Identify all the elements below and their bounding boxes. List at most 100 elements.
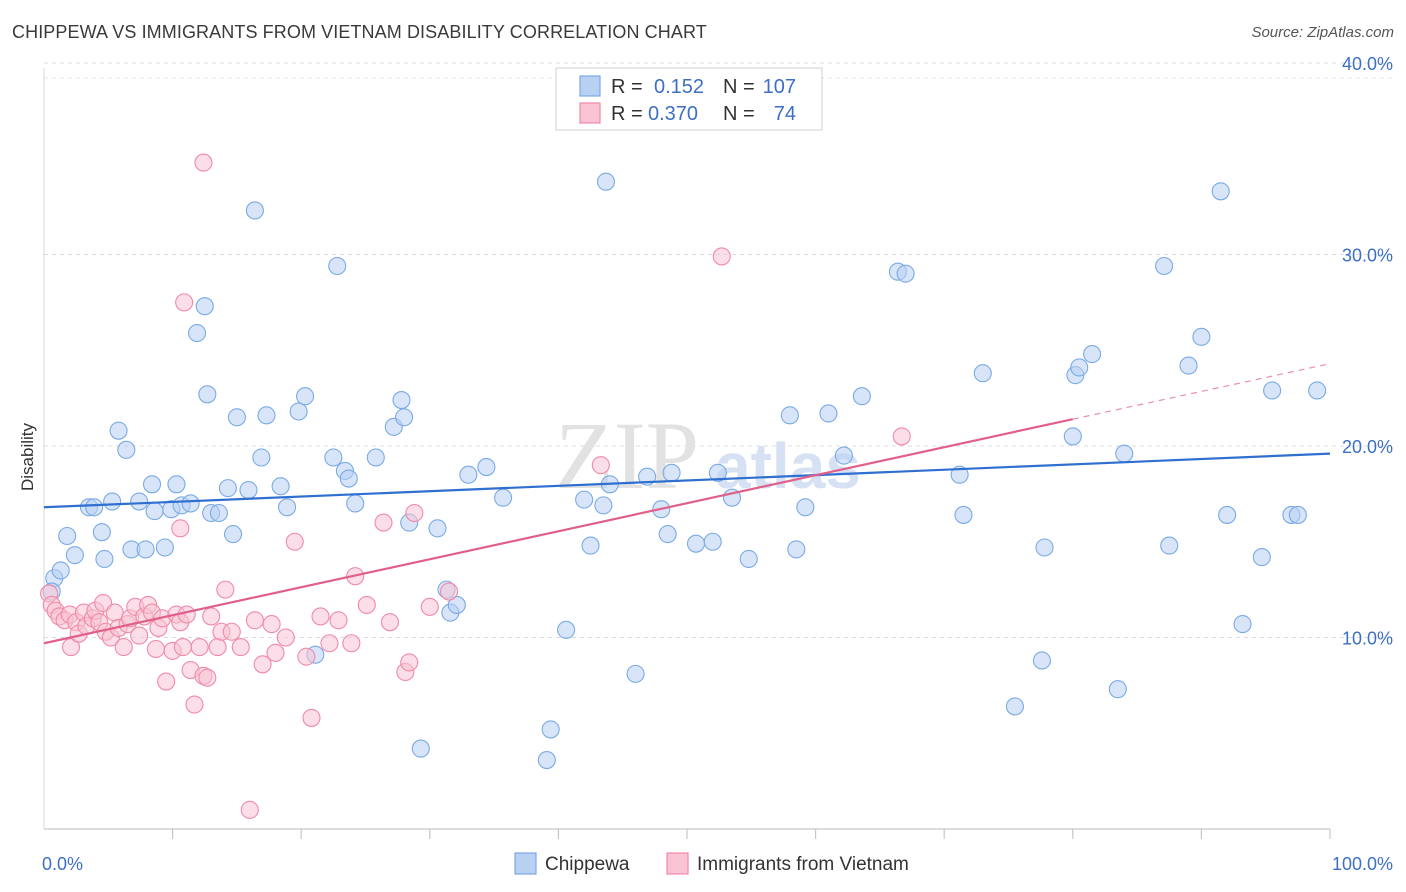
vietnam-point-38 — [190, 638, 209, 657]
legend-swatch-vietnam — [666, 852, 689, 875]
chippewa-point-9 — [109, 421, 128, 440]
chippewa-point-10 — [117, 440, 136, 459]
chippewa-point-49 — [428, 519, 447, 538]
chippewa-point-52 — [447, 595, 466, 614]
chippewa-point-61 — [594, 496, 613, 515]
chippewa-point-103 — [1288, 505, 1307, 524]
vietnam-point-6 — [61, 638, 81, 657]
chippewa-point-22 — [195, 297, 214, 316]
y-axis-label: Disability — [18, 422, 37, 491]
x-tick-label-right: 100.0% — [1332, 854, 1393, 874]
vietnam-point-40 — [198, 668, 217, 687]
vietnam-point-41 — [202, 607, 221, 626]
vietnam-point-53 — [285, 532, 304, 551]
chippewa-point-94 — [1160, 536, 1179, 555]
chippewa-point-30 — [245, 201, 264, 220]
y-tick-label-20: 20.0% — [1342, 437, 1393, 457]
vietnam-point-34 — [173, 638, 192, 657]
chippewa-point-82 — [954, 505, 973, 524]
chippewa-point-67 — [658, 525, 677, 544]
x-axis-ticks — [172, 829, 1331, 839]
chippewa-point-46 — [395, 408, 414, 427]
stats-legend: R = 0.152 N = 107 R = 0.370 N = 74 — [555, 67, 823, 131]
chippewa-point-91 — [1108, 680, 1127, 699]
chippewa-point-89 — [1070, 358, 1089, 377]
chippewa-point-53 — [459, 465, 478, 484]
vietnam-point-52 — [276, 628, 295, 647]
chippewa-point-74 — [780, 406, 799, 425]
chippewa-point-69 — [686, 534, 706, 553]
vietnam-point-63 — [380, 613, 399, 632]
chippewa-point-7 — [95, 549, 114, 569]
vietnam-point-19 — [114, 638, 133, 657]
stats-n-value-chippewa: 107 — [763, 76, 796, 98]
stats-n-value-vietnam: 74 — [774, 103, 796, 125]
chippewa-point-12 — [130, 492, 149, 511]
gridlines — [44, 62, 1392, 638]
chippewa-point-18 — [167, 475, 186, 494]
chippewa-point-14 — [142, 475, 162, 494]
chippewa-point-104 — [1308, 381, 1327, 400]
chippewa-point-38 — [324, 448, 343, 467]
chippewa-point-81 — [950, 465, 969, 484]
vietnam-point-42 — [208, 638, 227, 657]
vietnam-point-66 — [405, 503, 424, 523]
chippewa-point-55 — [494, 488, 513, 507]
vietnam-point-30 — [157, 672, 176, 691]
chippewa-point-3 — [65, 546, 84, 565]
chippewa-point-77 — [834, 446, 853, 465]
chippewa-point-100 — [1252, 548, 1271, 567]
vietnam-point-27 — [146, 639, 165, 659]
watermark-zip: ZIP — [555, 402, 699, 509]
chippewa-point-76 — [819, 404, 838, 423]
chippewa-point-48 — [411, 739, 430, 758]
chippewa-point-5 — [85, 498, 104, 517]
chippewa-point-83 — [973, 364, 992, 383]
vietnam-point-67 — [420, 597, 439, 616]
vietnam-point-55 — [302, 708, 321, 727]
watermark-atlas: atlas — [715, 430, 861, 502]
chippewa-point-16 — [155, 538, 174, 557]
chippewa-point-97 — [1211, 182, 1230, 201]
chippewa-point-1 — [51, 561, 70, 580]
chippewa-point-36 — [296, 387, 315, 406]
chippewa-point-41 — [339, 469, 358, 488]
chippewa-point-33 — [271, 477, 290, 496]
chippewa-point-28 — [227, 408, 246, 427]
vietnam-point-73 — [712, 247, 731, 266]
legend-label-vietnam: Immigrants from Vietnam — [697, 854, 909, 875]
y-tick-label-30: 30.0% — [1342, 246, 1393, 266]
vietnam-point-74 — [892, 427, 911, 446]
chippewa-point-68 — [662, 463, 681, 482]
legend-label-chippewa: Chippewa — [545, 854, 630, 875]
vietnam-point-23 — [130, 626, 149, 645]
stats-swatch-vietnam — [579, 102, 601, 124]
vietnam-point-62 — [374, 513, 393, 532]
chippewa-point-92 — [1115, 444, 1134, 463]
chippewa-point-6 — [92, 523, 111, 542]
chippewa-point-95 — [1179, 356, 1198, 375]
stats-swatch-chippewa — [579, 75, 601, 97]
vietnam-point-57 — [320, 634, 339, 653]
vietnam-point-61 — [357, 595, 376, 614]
chippewa-point-86 — [1035, 538, 1054, 557]
chippewa-point-8 — [103, 492, 122, 511]
vietnam-point-44 — [216, 580, 235, 599]
chippewa-point-42 — [346, 494, 365, 513]
vietnam-point-14 — [94, 593, 113, 613]
vietnam-point-49 — [253, 655, 272, 674]
chippewa-point-80 — [896, 264, 915, 283]
chippewa-point-71 — [708, 463, 727, 482]
chippewa-point-98 — [1218, 505, 1237, 524]
vietnam-point-37 — [185, 695, 204, 714]
vietnam-point-47 — [240, 800, 259, 819]
vietnam-points — [40, 153, 911, 819]
vietnam-point-46 — [231, 638, 250, 657]
chippewa-point-2 — [58, 526, 77, 546]
chippewa-points — [42, 172, 1327, 770]
chippewa-point-58 — [557, 620, 576, 639]
chippewa-point-27 — [223, 525, 243, 544]
stats-r-value-chippewa: 0.152 — [654, 76, 704, 98]
vietnam-point-65 — [400, 653, 419, 672]
